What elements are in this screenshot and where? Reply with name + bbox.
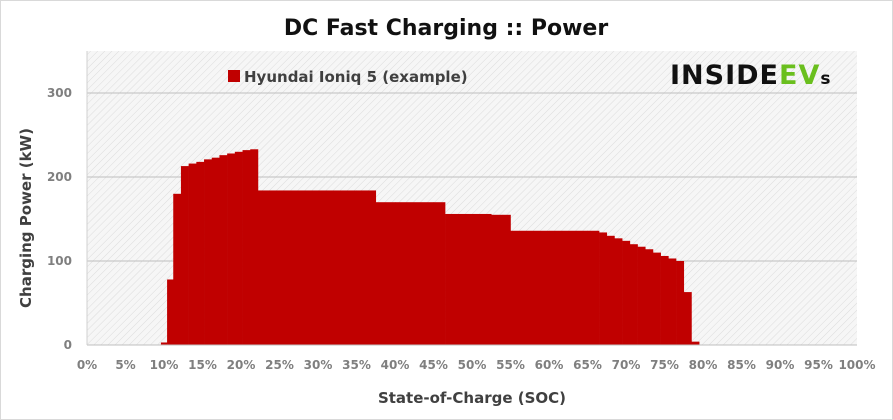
svg-text:INSIDEEVs: INSIDEEVs: [670, 60, 830, 91]
x-tick-label-40: 40%: [381, 358, 410, 372]
power-step-30: [622, 240, 631, 345]
power-step-5: [196, 161, 205, 345]
power-step-36: [668, 258, 677, 345]
logo-inside: INSIDE: [670, 60, 779, 91]
power-step-9: [227, 153, 236, 345]
power-step-14: [279, 190, 319, 345]
x-tick-label-85: 85%: [727, 358, 756, 372]
power-step-10: [234, 151, 243, 345]
power-step-15: [318, 190, 357, 345]
x-tick-label-30: 30%: [304, 358, 333, 372]
power-step-17: [375, 202, 396, 345]
power-step-3: [180, 166, 189, 345]
power-step-18: [395, 202, 434, 345]
power-step-25: [549, 230, 588, 345]
power-step-27: [599, 232, 608, 345]
x-tick-label-60: 60%: [535, 358, 564, 372]
x-tick-label-5: 5%: [115, 358, 135, 372]
power-step-1: [167, 279, 174, 345]
power-step-22: [491, 214, 504, 345]
x-tick-label-50: 50%: [458, 358, 487, 372]
power-step-7: [211, 157, 220, 345]
power-step-23: [502, 214, 511, 345]
x-tick-label-65: 65%: [573, 358, 602, 372]
power-step-31: [629, 244, 638, 345]
y-tick-label-300: 300: [47, 86, 72, 100]
power-step-20: [445, 213, 473, 345]
power-step-24: [510, 230, 550, 345]
x-tick-label-35: 35%: [342, 358, 371, 372]
logo-ev: EV: [779, 60, 820, 91]
chart-title: DC Fast Charging :: Power: [284, 16, 609, 41]
y-axis-label: Charging Power (kW): [17, 128, 35, 308]
power-step-38: [683, 292, 692, 345]
power-step-37: [676, 261, 685, 345]
logo-s: s: [820, 69, 830, 89]
x-tick-label-100: 100%: [838, 358, 875, 372]
legend-swatch: [228, 70, 240, 82]
x-tick-label-25: 25%: [265, 358, 294, 372]
x-tick-label-95: 95%: [804, 358, 833, 372]
power-step-32: [637, 246, 646, 345]
x-tick-label-55: 55%: [496, 358, 525, 372]
x-tick-label-90: 90%: [766, 358, 795, 372]
power-step-8: [219, 155, 228, 345]
x-tick-label-70: 70%: [612, 358, 641, 372]
power-step-26: [587, 230, 600, 345]
series-layer: [160, 149, 700, 345]
x-tick-label-80: 80%: [689, 358, 718, 372]
power-step-2: [173, 193, 182, 345]
x-tick-label-10: 10%: [150, 358, 179, 372]
power-step-16: [356, 190, 377, 345]
power-step-0: [160, 342, 168, 345]
insideevs-logo: INSIDEEVs: [670, 60, 830, 91]
x-axis-label: State-of-Charge (SOC): [378, 389, 566, 407]
power-step-29: [614, 238, 623, 345]
power-step-33: [645, 249, 654, 345]
power-step-4: [188, 163, 197, 345]
power-step-34: [652, 252, 661, 345]
power-step-6: [204, 159, 213, 345]
x-tick-label-45: 45%: [419, 358, 448, 372]
series-0: [160, 149, 700, 345]
x-tick-label-0: 0%: [77, 358, 97, 372]
x-tick-label-20: 20%: [227, 358, 256, 372]
x-tick-label-75: 75%: [650, 358, 679, 372]
x-tick-label-15: 15%: [188, 358, 217, 372]
power-step-39: [691, 341, 700, 345]
axes: 0% 5% 10% 15% 20% 25% 30% 35% 40% 45% 50% 55% 60% 65%…: [47, 51, 876, 372]
power-step-12: [250, 149, 259, 345]
power-step-35: [660, 255, 669, 345]
power-step-13: [257, 190, 280, 345]
power-step-11: [242, 150, 251, 345]
legend-label: Hyundai Ioniq 5 (example): [244, 68, 468, 86]
power-step-28: [606, 235, 615, 345]
y-tick-label-0: 0: [64, 338, 72, 352]
y-tick-label-200: 200: [47, 170, 72, 184]
power-step-19: [433, 202, 446, 345]
power-step-21: [472, 213, 492, 345]
y-tick-label-100: 100: [47, 254, 72, 268]
legend: Hyundai Ioniq 5 (example): [228, 68, 468, 86]
